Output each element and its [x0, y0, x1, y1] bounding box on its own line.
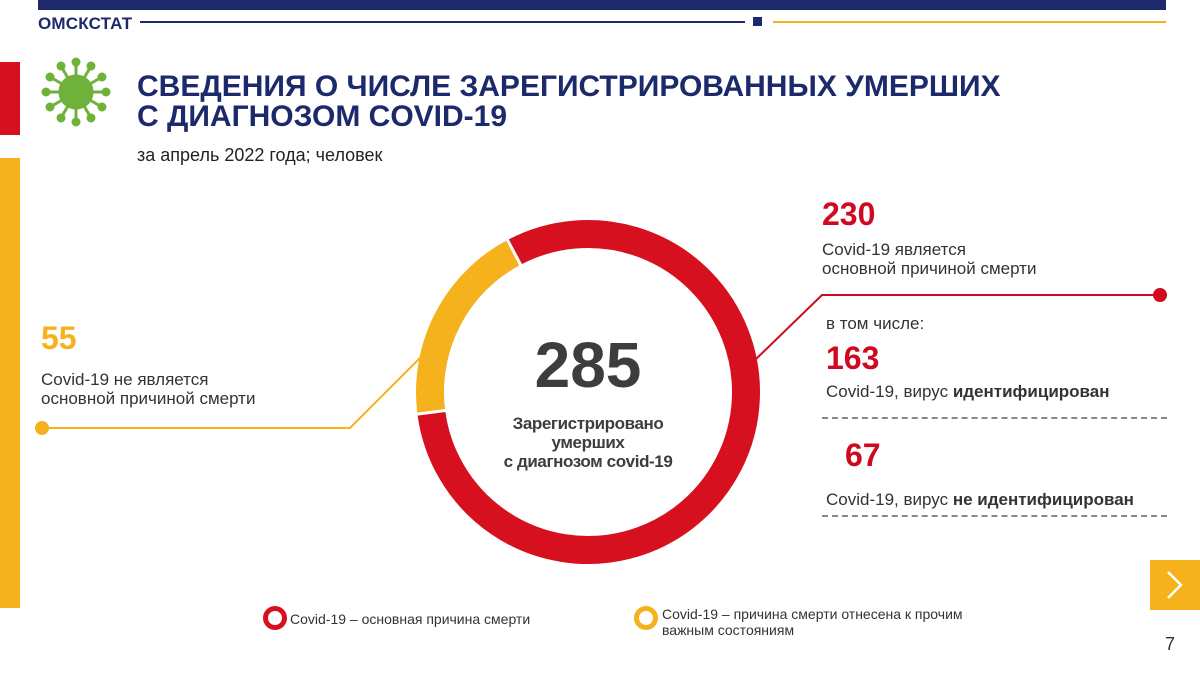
connector-main — [754, 294, 1160, 361]
main-label: Covid-19 является основной причиной смер… — [822, 240, 1036, 278]
donut-chart — [415, 220, 760, 564]
header-line-blue — [140, 21, 745, 23]
page-number: 7 — [1165, 634, 1176, 654]
other-label: Covid-19 не является основной причиной с… — [41, 370, 255, 408]
page-subtitle: за апрель 2022 года; человек — [137, 145, 383, 165]
total-label-line-1: Зарегистрировано — [512, 414, 664, 433]
donut-gap — [505, 237, 523, 268]
legend-marker-red — [263, 606, 287, 630]
title-line-2: С ДИАГНОЗОМ COVID-19 — [137, 100, 508, 133]
brand-name: ОМСКСТАТ — [38, 14, 133, 33]
other-label-line-1: Covid-19 не является — [41, 370, 209, 389]
donut-slice-main-cause — [417, 220, 760, 564]
chevron-right-icon — [1167, 571, 1183, 599]
main-label-line-1: Covid-19 является — [822, 240, 966, 259]
top-bar — [38, 0, 1166, 10]
identified-bold: идентифицирован — [952, 382, 1110, 401]
connector-dot-main — [1153, 288, 1167, 302]
page-title: СВЕДЕНИЯ О ЧИСЛЕ ЗАРЕГИСТРИРОВАННЫХ УМЕР… — [137, 72, 1137, 132]
not-identified-bold: не идентифицирован — [952, 490, 1134, 509]
virus-icon — [41, 57, 111, 127]
including-label: в том числе: — [826, 314, 925, 333]
header-square — [753, 17, 762, 26]
legend-marker-yellow — [634, 606, 658, 630]
connector-other — [42, 357, 421, 429]
legend-yellow-line-2: важным состояниям — [662, 622, 795, 638]
main-label-line-2: основной причиной смерти — [822, 259, 1037, 278]
side-bar-yellow — [0, 158, 20, 608]
not-identified-prefix: Covid-19, вирус — [826, 490, 953, 509]
header-line-yellow — [773, 21, 1166, 23]
identified-prefix: Covid-19, вирус — [826, 382, 953, 401]
divider-2 — [822, 515, 1167, 517]
total-value: 285 — [534, 329, 642, 401]
identified-label: Covid-19, вирус идентифицирован — [826, 382, 1110, 401]
legend-yellow-line-1: Covid-19 – причина смерти отнесена к про… — [662, 606, 963, 622]
side-bar-red — [0, 62, 20, 135]
main-value: 230 — [822, 196, 876, 232]
connector-dot-other — [35, 421, 49, 435]
legend-red-label: Covid-19 – основная причина смерти — [290, 611, 531, 627]
title-line-1: СВЕДЕНИЯ О ЧИСЛЕ ЗАРЕГИСТРИРОВАННЫХ УМЕР… — [137, 70, 1001, 103]
divider-1 — [822, 417, 1167, 419]
total-label-line-2: умерших — [551, 433, 625, 452]
other-value: 55 — [41, 320, 77, 356]
next-slide-button[interactable] — [1150, 560, 1200, 610]
legend-yellow-label: Covid-19 – причина смерти отнесена к про… — [662, 606, 963, 638]
other-label-line-2: основной причиной смерти — [41, 389, 256, 408]
not-identified-label: Covid-19, вирус не идентифицирован — [826, 490, 1134, 509]
not-identified-value: 67 — [845, 437, 881, 473]
donut-slice-other-condition — [416, 239, 521, 415]
total-label: Зарегистрировано умерших с диагнозом cov… — [478, 414, 698, 471]
identified-value: 163 — [826, 340, 880, 376]
donut-gap — [415, 408, 448, 416]
total-label-line-3: с диагнозом covid-19 — [503, 452, 673, 471]
